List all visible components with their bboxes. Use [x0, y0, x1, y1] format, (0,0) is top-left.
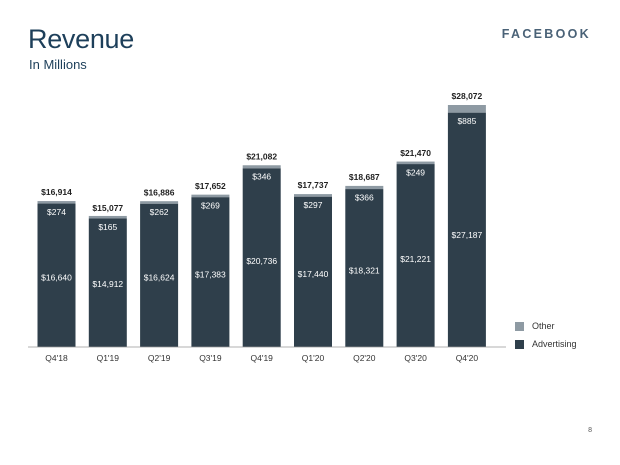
legend-label-advertising: Advertising [532, 339, 577, 349]
brand-logo-text: FACEBOOK [501, 27, 591, 41]
bar-other [37, 201, 76, 204]
data-label-advertising: $20,736 [246, 256, 277, 266]
bar-advertising [37, 203, 76, 347]
x-tick-label: Q3'19 [199, 353, 222, 363]
data-label-advertising: $16,624 [144, 272, 175, 282]
bar-advertising [191, 197, 230, 347]
data-label-advertising: $18,321 [349, 266, 380, 276]
data-label-total: $16,914 [41, 187, 72, 197]
bar-other [140, 201, 179, 204]
data-label-total: $18,687 [349, 172, 380, 182]
page-number: 8 [588, 427, 592, 434]
bar-advertising [294, 196, 332, 347]
data-label-other: $165 [98, 222, 117, 232]
bar-advertising [88, 218, 127, 347]
page-title: Revenue [28, 24, 134, 54]
bar-other [191, 194, 230, 198]
x-tick-label: Q1'19 [97, 353, 120, 363]
x-tick-label: Q4'18 [45, 353, 68, 363]
data-label-other: $346 [252, 172, 271, 182]
bar-other [396, 161, 435, 165]
data-label-advertising: $21,221 [400, 254, 431, 264]
data-label-total: $16,886 [144, 187, 175, 197]
data-label-other: $885 [457, 116, 476, 126]
data-label-total: $15,077 [92, 203, 123, 213]
data-label-total: $21,082 [246, 151, 277, 161]
bar-advertising [447, 112, 486, 348]
legend-item-other: Other [515, 321, 555, 331]
legend-swatch-advertising [515, 339, 524, 349]
bars-group: $16,640 $274 $16,914 Q4'18 $14,912 $165 $15,07… [37, 91, 486, 363]
x-tick-label: Q2'19 [148, 353, 171, 363]
bar-other [242, 165, 281, 169]
legend-label-other: Other [532, 321, 555, 331]
data-label-advertising: $17,440 [298, 269, 329, 279]
bar-advertising [345, 189, 384, 347]
data-label-other: $249 [406, 168, 425, 178]
bar-other [294, 194, 332, 197]
legend-item-advertising: Advertising [515, 339, 577, 349]
x-tick-label: Q4'19 [250, 353, 273, 363]
bar-other [447, 105, 486, 113]
data-label-other: $274 [47, 207, 66, 217]
x-tick-label: Q2'20 [353, 353, 376, 363]
data-label-total: $28,072 [452, 91, 483, 101]
data-label-other: $366 [355, 193, 374, 203]
data-label-other: $297 [304, 200, 323, 210]
data-label-advertising: $17,383 [195, 269, 226, 279]
x-tick-label: Q1'20 [302, 353, 325, 363]
data-label-advertising: $27,187 [452, 230, 483, 240]
x-tick-label: Q3'20 [404, 353, 427, 363]
data-label-total: $21,470 [400, 148, 431, 158]
data-label-other: $262 [150, 207, 169, 217]
data-label-advertising: $16,640 [41, 272, 72, 282]
data-label-total: $17,737 [298, 180, 329, 190]
bar-advertising [396, 164, 435, 347]
bar-other [88, 215, 127, 219]
x-tick-label: Q4'20 [456, 353, 479, 363]
bar-advertising [140, 203, 179, 347]
legend-swatch-other [515, 321, 524, 331]
data-label-total: $17,652 [195, 181, 226, 191]
bar-advertising [242, 168, 281, 347]
data-label-other: $269 [201, 201, 220, 211]
page-subtitle: In Millions [29, 57, 87, 72]
data-label-advertising: $14,912 [92, 279, 123, 289]
bar-other [345, 185, 384, 190]
